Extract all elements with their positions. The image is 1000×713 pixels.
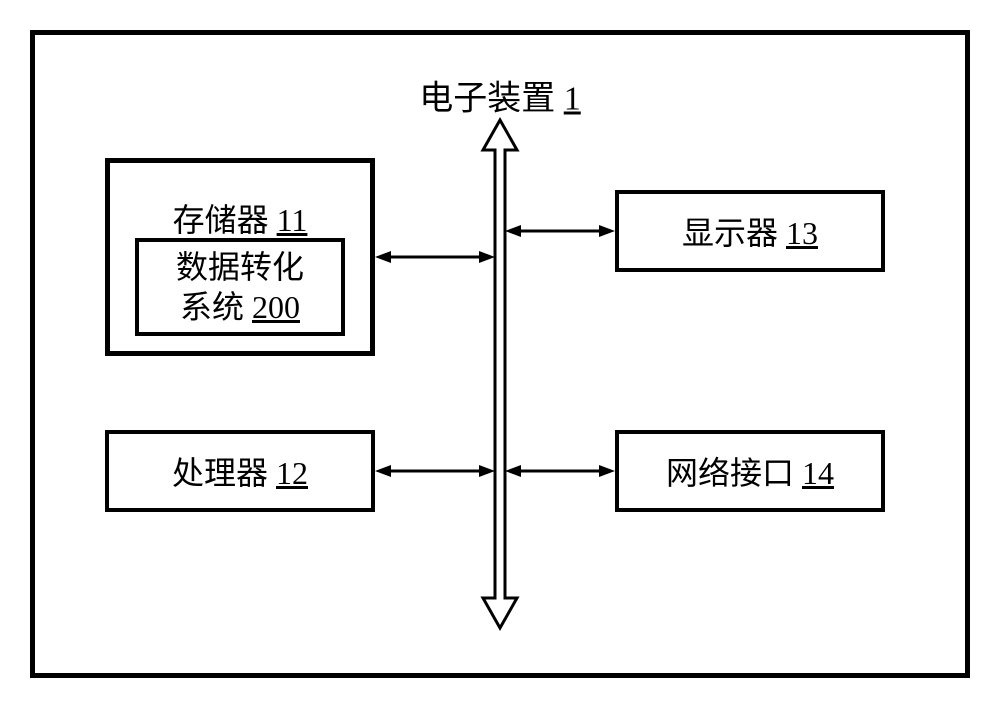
processor-label-num: 12 xyxy=(276,455,308,491)
system-label-line2-num: 200 xyxy=(252,289,300,325)
display-block: 显示器 13 xyxy=(615,190,885,272)
system-block: 数据转化 系统 200 xyxy=(135,238,345,336)
processor-block: 处理器 12 xyxy=(105,430,375,512)
network-label-text: 网络接口 xyxy=(666,455,802,491)
display-label-num: 13 xyxy=(786,215,818,251)
memory-label: 存储器 11 xyxy=(173,195,308,241)
diagram-canvas: 电子装置 1 存储器 11 数据转化 系统 200 处理器 12 显示器 13 … xyxy=(0,0,1000,713)
display-label: 显示器 13 xyxy=(682,208,818,254)
device-title-text: 电子装置 xyxy=(419,81,564,118)
device-title-num: 1 xyxy=(564,81,581,118)
memory-label-text: 存储器 xyxy=(173,202,277,238)
processor-label-text: 处理器 xyxy=(172,455,276,491)
system-label-line2-text: 系统 xyxy=(180,289,252,325)
system-label-line2: 系统 200 xyxy=(176,287,304,327)
system-label-line1: 数据转化 xyxy=(176,247,304,287)
processor-label: 处理器 12 xyxy=(172,448,308,494)
device-title: 电子装置 1 xyxy=(419,71,581,120)
memory-label-num: 11 xyxy=(277,202,308,238)
network-block: 网络接口 14 xyxy=(615,430,885,512)
display-label-text: 显示器 xyxy=(682,215,786,251)
network-label: 网络接口 14 xyxy=(666,448,834,494)
system-label: 数据转化 系统 200 xyxy=(176,247,304,327)
network-label-num: 14 xyxy=(802,455,834,491)
